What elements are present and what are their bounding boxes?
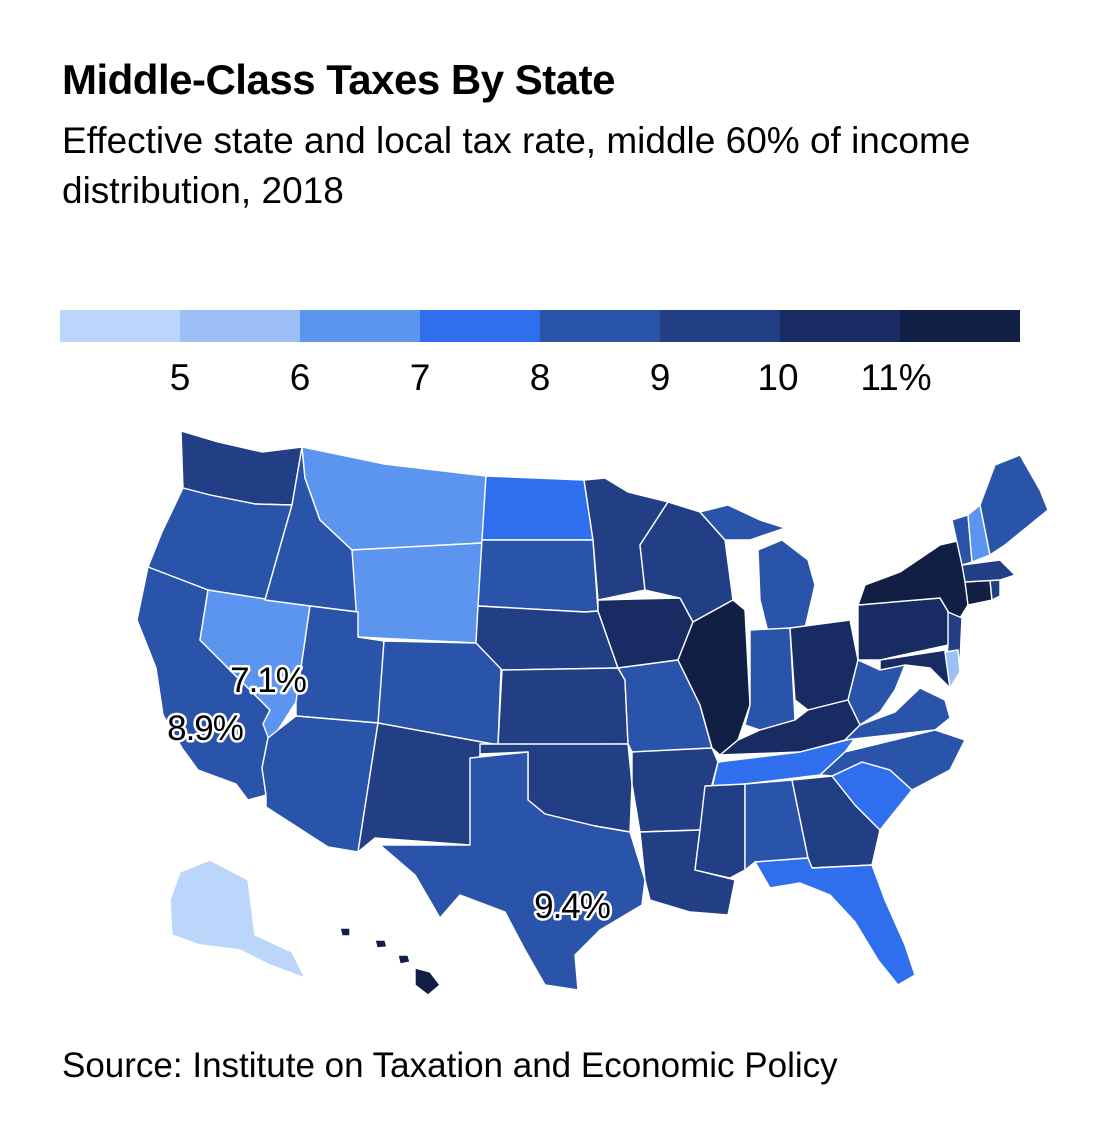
legend-tick-label: 6 — [289, 357, 311, 398]
state-maryland[interactable] — [879, 649, 951, 689]
state-alaska[interactable] — [169, 859, 306, 979]
legend-ticks: 5 6 7 8 9 10 11% — [0, 356, 1115, 400]
state-maine[interactable] — [979, 454, 1049, 556]
state-delaware[interactable] — [944, 649, 961, 689]
legend-bin — [300, 310, 420, 342]
state-hawaii-big-island[interactable] — [414, 967, 441, 996]
legend-bin — [420, 310, 540, 342]
state-wyoming[interactable] — [351, 542, 483, 644]
state-michigan[interactable] — [757, 539, 816, 633]
state-connecticut[interactable] — [964, 579, 993, 606]
source-note: Source: Institute on Taxation and Econom… — [62, 1046, 838, 1085]
legend-bin — [180, 310, 300, 342]
state-north-carolina[interactable] — [819, 729, 966, 791]
state-hawaii-maui[interactable] — [397, 954, 411, 965]
state-texas[interactable] — [379, 751, 646, 991]
state-kansas[interactable] — [497, 667, 629, 746]
state-south-dakota[interactable] — [477, 539, 599, 613]
legend-bin — [540, 310, 660, 342]
state-florida[interactable] — [754, 857, 916, 986]
legend-tick-label: 5 — [169, 357, 191, 398]
chart-title: Middle-Class Taxes By State — [62, 56, 615, 103]
state-ohio[interactable] — [789, 619, 859, 711]
state-north-dakota[interactable] — [481, 475, 594, 541]
legend-tick-label: 7 — [409, 357, 431, 398]
state-hawaii-oahu[interactable] — [374, 939, 388, 949]
legend-bin — [900, 310, 1020, 342]
state-massachusetts[interactable] — [961, 559, 1016, 583]
legend-bin — [660, 310, 780, 342]
legend-bin — [780, 310, 900, 342]
state-virginia[interactable] — [844, 687, 951, 741]
legend-tick-label: 8 — [529, 357, 551, 398]
legend-tick-label: 9 — [649, 357, 671, 398]
state-indiana[interactable] — [744, 627, 796, 731]
state-west-virginia[interactable] — [847, 659, 906, 726]
legend-tick-label: 10 — [757, 357, 799, 398]
us-state-map: 7.1% 8.9% 9.4% — [136, 430, 1049, 996]
state-new-york[interactable] — [857, 539, 969, 619]
callout-nevada: 7.1% — [230, 661, 306, 700]
color-legend — [60, 310, 1020, 342]
state-nebraska[interactable] — [475, 605, 619, 671]
state-hawaii-kauai[interactable] — [339, 927, 351, 937]
callout-texas: 9.4% — [534, 887, 610, 926]
state-michigan-upper[interactable] — [699, 504, 786, 541]
callout-california: 8.9% — [167, 709, 243, 748]
legend-tick-label: 11% — [860, 357, 932, 398]
legend-bin — [60, 310, 180, 342]
chart-subtitle: Effective state and local tax rate, midd… — [62, 120, 971, 211]
state-rhode-island[interactable] — [989, 579, 1001, 601]
